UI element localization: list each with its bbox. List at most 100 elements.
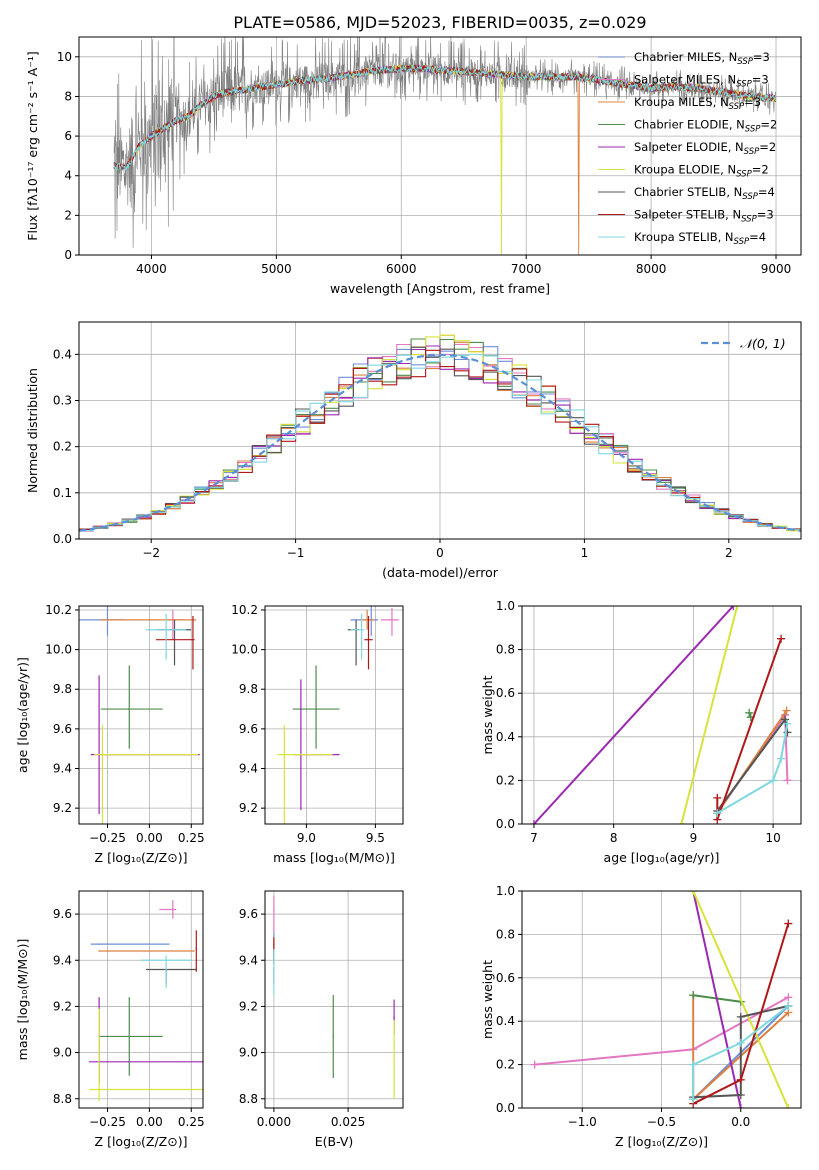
weight_vs_age-series-5 xyxy=(680,606,739,824)
age_vs_mass-axes xyxy=(265,606,403,824)
mass_vs_Z-xtick-label: 0.25 xyxy=(178,1115,205,1129)
weight_vs_age-marker xyxy=(769,776,778,785)
weight_vs_Z-frame: −1.0 −0.5 0.0 0.0 0.2 0.4 0.6 0.8 1.0 Z [log₁₀(Z/… xyxy=(480,884,802,1149)
age_vs_mass-ytick-label: 10.0 xyxy=(231,643,258,657)
weight_vs_age-marker xyxy=(677,820,686,824)
weight_vs_Z-marker xyxy=(689,1095,698,1104)
age_vs_mass-ytick-label: 9.8 xyxy=(239,682,258,696)
legend-label: Chabrier STELIB, NSSP=4 xyxy=(634,185,775,202)
weight_vs_Z-marker xyxy=(689,991,698,1000)
weight_vs_age-ytick-label: 0.6 xyxy=(496,686,515,700)
weight_vs_age-series-6 xyxy=(716,716,789,812)
weight_vs_Z-marker xyxy=(784,1002,793,1011)
residual_histogram-ytick-label: 0.1 xyxy=(53,486,72,500)
mass_vs_EBV-ytick-label: 8.8 xyxy=(239,1092,258,1106)
spectrum-ytick-label: 2 xyxy=(64,208,72,222)
mass_vs_EBV-xtick-label: 0.000 xyxy=(257,1115,291,1129)
spectrum-ytick-label: 6 xyxy=(64,129,72,143)
spectrum-ytick-label: 8 xyxy=(64,89,72,103)
weight_vs_Z-marker xyxy=(736,1075,745,1084)
age_vs_Z-point-5 xyxy=(101,753,104,756)
spectrum-xtick-label: 6000 xyxy=(386,262,417,276)
weight_vs_Z-xtick-label: −1.0 xyxy=(568,1115,597,1129)
weight_vs_Z-axes xyxy=(522,890,801,1109)
weight_vs_age-ytick-label: 1.0 xyxy=(496,599,515,613)
weight_vs_age-xtick-label: 10 xyxy=(765,831,780,845)
spectrum-ytick-label: 10 xyxy=(57,50,72,64)
weight_vs_age-xlabel: age [log₁₀(age/yr)] xyxy=(604,850,720,865)
age_vs_Z-point-3 xyxy=(128,708,131,710)
spectrum-xtick-label: 7000 xyxy=(511,262,542,276)
weight_vs_Z-ytick-label: 0.6 xyxy=(496,971,515,985)
weight_vs_Z-marker xyxy=(784,993,793,1002)
mass_vs_Z-point-7 xyxy=(195,947,198,950)
age_vs_mass-ytick-label: 10.2 xyxy=(231,603,258,617)
age_vs_mass-point-1 xyxy=(391,619,393,621)
age_vs_mass-border xyxy=(264,605,404,825)
weight_vs_age-marker xyxy=(713,793,722,802)
age_vs_Z-frame: −0.25 0.00 0.25 9.2 9.4 9.6 9.8 10.0 10.2 Z [log₁… xyxy=(15,603,205,865)
spectrum-frame: 4000 5000 6000 7000 8000 9000 0 2 4 6 8 10 wavelengt… xyxy=(25,36,802,296)
mass_vs_Z-point-1 xyxy=(172,908,174,911)
residual_histogram-ytick-label: 0.0 xyxy=(53,532,72,546)
legend-label: 𝒩(0, 1) xyxy=(740,336,786,351)
legend-label: Kroupa MILES, NSSP=3 xyxy=(634,95,761,112)
weight_vs_age-marker xyxy=(783,776,792,785)
residual_histogram-xtick-label: 2 xyxy=(725,546,733,560)
age_vs_Z-point-8 xyxy=(165,628,167,631)
age_vs_mass-point-5 xyxy=(283,753,286,756)
weight_vs_Z-plot-area xyxy=(530,891,793,1108)
weight_vs_age-marker xyxy=(729,606,738,610)
spectrum-xtick-label: 4000 xyxy=(136,262,167,276)
mass_vs_Z-ylabel: mass [log₁₀(M/M⊙)] xyxy=(15,939,30,1061)
age_vs_Z-ytick-label: 10.0 xyxy=(45,643,72,657)
age_vs_Z-ytick-label: 9.2 xyxy=(53,801,72,815)
weight_vs_Z-marker xyxy=(736,1104,745,1108)
mass_vs_EBV-ytick-label: 9.6 xyxy=(239,907,258,921)
weight_vs_age-ylabel: mass weight xyxy=(480,675,495,754)
gaussian-reference-curve xyxy=(79,353,801,532)
mass_vs_Z-point-0 xyxy=(98,943,100,945)
mass_vs_Z-ytick-label: 9.0 xyxy=(53,1046,72,1060)
weight_vs_Z-marker xyxy=(784,919,793,928)
weight_vs_age-series-4 xyxy=(533,606,734,824)
legend-label: Salpeter STELIB, NSSP=3 xyxy=(634,208,774,225)
residual_histogram-xtick-label: 1 xyxy=(581,546,589,560)
weight_vs_age-marker xyxy=(781,715,790,724)
weight_vs_Z-marker xyxy=(530,1060,539,1069)
mass_vs_EBV-point-8 xyxy=(273,959,275,962)
weight_vs_Z-marker xyxy=(736,1012,745,1021)
weight_vs_age-xtick-label: 8 xyxy=(610,831,618,845)
residual_histogram-xlabel: (data-model)/error xyxy=(382,565,499,580)
mass_vs_Z-xlabel: Z [log₁₀(Z/Z⊙)] xyxy=(95,1134,188,1149)
mass_vs_EBV-axes xyxy=(265,891,403,1108)
mass_vs_Z-point-3 xyxy=(128,1035,131,1038)
mass_vs_EBV-ytick-label: 9.2 xyxy=(239,999,258,1013)
age_vs_mass-point-7 xyxy=(367,638,370,641)
weight_vs_Z-marker xyxy=(784,1104,793,1108)
mass_vs_Z-xtick-label: 0.00 xyxy=(136,1115,163,1129)
age_vs_Z-xlabel: Z [log₁₀(Z/Z⊙)] xyxy=(95,850,188,865)
mass_vs_Z-ytick-label: 9.4 xyxy=(53,953,72,967)
mass_vs_Z-point-5 xyxy=(98,1088,100,1091)
spectrum-ytick-label: 4 xyxy=(64,169,72,183)
weight_vs_age-marker xyxy=(713,809,722,818)
legend-label: Salpeter ELODIE, NSSP=2 xyxy=(634,140,776,157)
weight_vs_age-ytick-label: 0.4 xyxy=(496,730,515,744)
mass_vs_Z-ytick-label: 9.6 xyxy=(53,907,72,921)
weight_vs_Z-marker xyxy=(689,1060,698,1069)
age_vs_Z-axes xyxy=(79,606,203,824)
age_vs_Z-xtick-label: 0.00 xyxy=(136,831,163,845)
age_vs_Z-xtick-label: −0.25 xyxy=(89,831,126,845)
residual_histogram-xtick-label: −1 xyxy=(287,546,305,560)
histogram-step-8 xyxy=(79,353,801,532)
age_vs_Z-ytick-label: 9.4 xyxy=(53,762,72,776)
age_vs_Z-ytick-label: 9.8 xyxy=(53,682,72,696)
age_vs_Z-ylabel: age [log₁₀(age/yr)] xyxy=(15,657,30,773)
figure-title: PLATE=0586, MJD=52023, FIBERID=0035, z=0… xyxy=(233,13,646,32)
weight_vs_Z-ylabel: mass weight xyxy=(480,960,495,1039)
weight_vs_Z-series-6 xyxy=(693,1005,789,1099)
age_vs_mass-point-3 xyxy=(315,708,317,710)
weight_vs_Z-ytick-label: 1.0 xyxy=(496,884,515,898)
weight_vs_age-marker xyxy=(783,719,792,728)
